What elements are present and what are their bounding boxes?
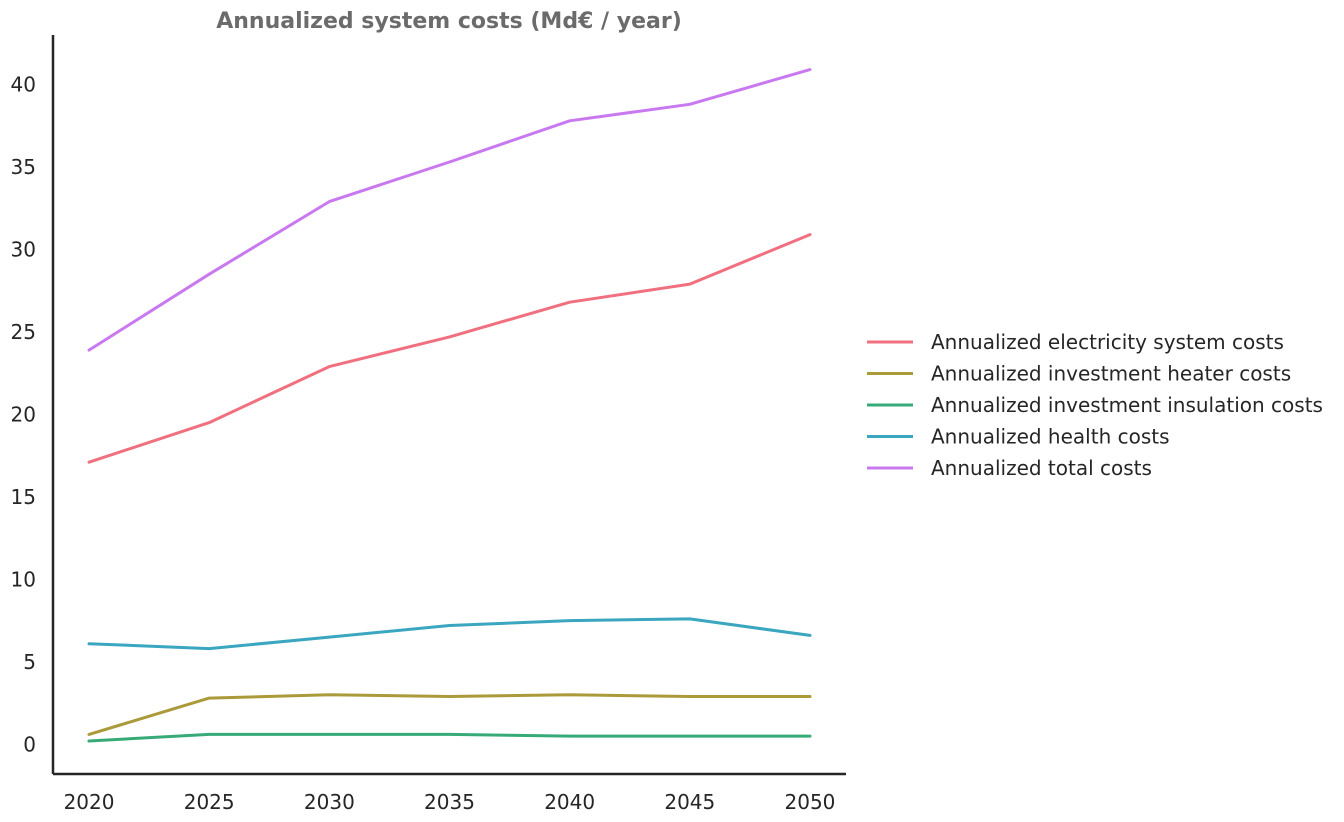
- series-line-5: [87, 68, 812, 352]
- x-tick-label: 2045: [664, 790, 715, 814]
- y-tick-label: 30: [11, 237, 36, 261]
- legend-label: Annualized investment insulation costs: [931, 393, 1323, 417]
- axes: [51, 35, 846, 776]
- legend-label: Annualized electricity system costs: [931, 330, 1284, 354]
- legend-label: Annualized investment heater costs: [931, 362, 1291, 386]
- legend-label: Annualized total costs: [931, 456, 1152, 480]
- series-line-2: [87, 693, 812, 736]
- x-tick-label: 2035: [424, 790, 475, 814]
- y-tick-label: 20: [11, 402, 36, 426]
- x-tick-label: 2025: [184, 790, 235, 814]
- legend-item: Annualized health costs: [867, 425, 1170, 449]
- chart-title: Annualized system costs (Md€ / year): [216, 9, 682, 34]
- plot-lines: [87, 68, 812, 743]
- legend-item: Annualized investment insulation costs: [867, 393, 1323, 417]
- legend-item: Annualized electricity system costs: [867, 330, 1284, 354]
- legend-item: Annualized investment heater costs: [867, 362, 1291, 386]
- y-tick-label: 40: [11, 72, 36, 96]
- x-tick-label: 2040: [544, 790, 595, 814]
- y-tick-label: 35: [11, 155, 36, 179]
- y-tick-label: 0: [23, 732, 36, 756]
- legend-item: Annualized total costs: [867, 456, 1152, 480]
- legend: Annualized electricity system costs Annua…: [867, 330, 1323, 480]
- series-line-1: [87, 233, 812, 464]
- x-tick-label: 2030: [304, 790, 355, 814]
- x-tick-label: 2050: [785, 790, 836, 814]
- y-tick-label: 15: [11, 485, 36, 509]
- legend-label: Annualized health costs: [931, 425, 1170, 449]
- y-tick-labels: 0 5 10 15 20 25 30 35 40: [11, 72, 36, 756]
- y-tick-label: 25: [11, 320, 36, 344]
- series-line-4: [87, 617, 812, 651]
- x-tick-labels: 2020 2025 2030 2035 2040 2045 2050: [64, 790, 836, 814]
- series-line-3: [87, 732, 812, 743]
- x-tick-label: 2020: [64, 790, 115, 814]
- y-tick-label: 10: [11, 567, 36, 591]
- y-tick-label: 5: [23, 650, 36, 674]
